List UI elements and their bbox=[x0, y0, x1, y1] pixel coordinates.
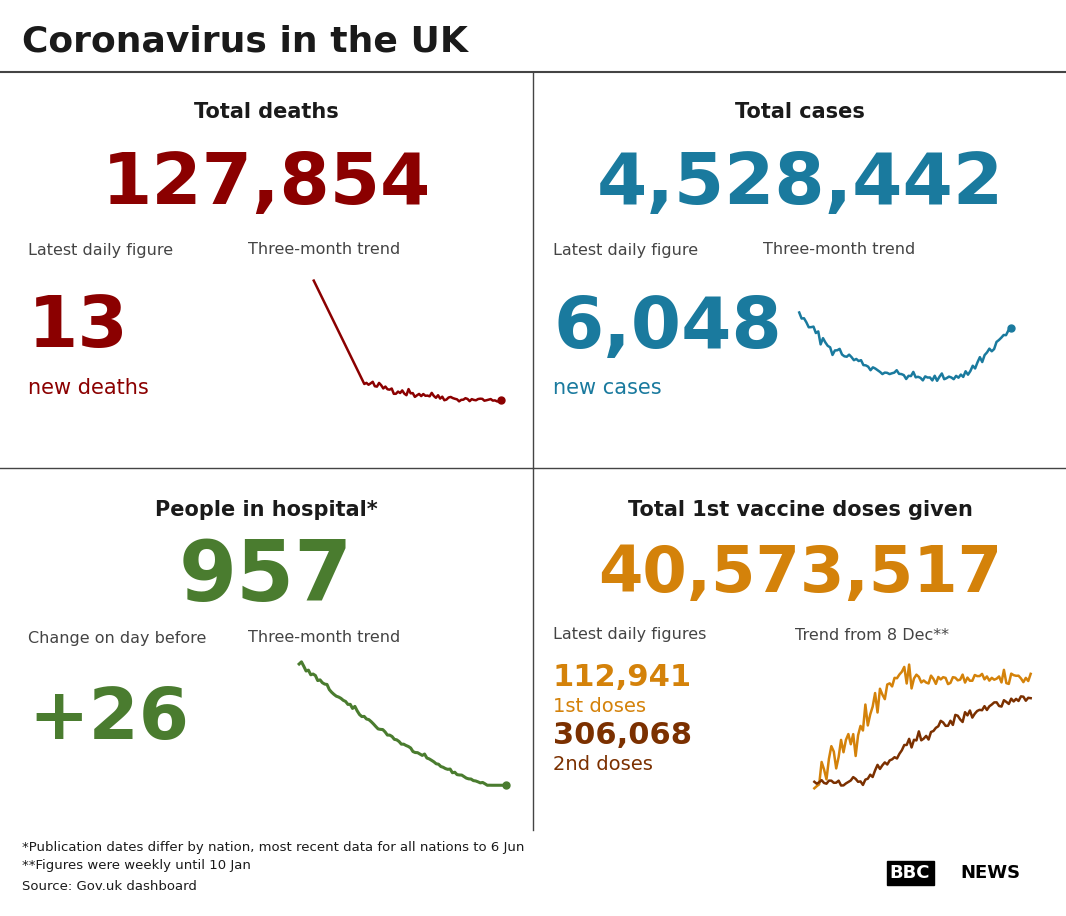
Text: Total cases: Total cases bbox=[736, 102, 865, 122]
Text: NEWS: NEWS bbox=[960, 864, 1020, 882]
Text: 6,048: 6,048 bbox=[553, 293, 781, 363]
Text: Source: Gov.uk dashboard: Source: Gov.uk dashboard bbox=[22, 879, 197, 892]
Text: 306,068: 306,068 bbox=[553, 722, 692, 750]
Text: 13: 13 bbox=[28, 293, 129, 363]
Text: BBC: BBC bbox=[890, 864, 931, 882]
Text: 40,573,517: 40,573,517 bbox=[598, 543, 1002, 605]
Text: Latest daily figure: Latest daily figure bbox=[28, 243, 173, 257]
Text: 4,528,442: 4,528,442 bbox=[597, 150, 1003, 220]
Text: People in hospital*: People in hospital* bbox=[155, 500, 377, 520]
Text: *Publication dates differ by nation, most recent data for all nations to 6 Jun: *Publication dates differ by nation, mos… bbox=[22, 841, 524, 854]
Text: Coronavirus in the UK: Coronavirus in the UK bbox=[22, 25, 468, 59]
Text: Latest daily figure: Latest daily figure bbox=[553, 243, 698, 257]
Text: Total 1st vaccine doses given: Total 1st vaccine doses given bbox=[628, 500, 972, 520]
Text: 1st doses: 1st doses bbox=[553, 696, 646, 715]
Text: Change on day before: Change on day before bbox=[28, 630, 207, 646]
Text: new cases: new cases bbox=[553, 378, 662, 398]
Text: Three-month trend: Three-month trend bbox=[248, 630, 400, 646]
Text: +26: +26 bbox=[28, 685, 189, 755]
Text: 2nd doses: 2nd doses bbox=[553, 755, 652, 773]
Text: new deaths: new deaths bbox=[28, 378, 149, 398]
Text: 127,854: 127,854 bbox=[101, 150, 431, 220]
Text: Trend from 8 Dec**: Trend from 8 Dec** bbox=[795, 627, 949, 642]
Text: Three-month trend: Three-month trend bbox=[248, 243, 400, 257]
Text: Latest daily figures: Latest daily figures bbox=[553, 627, 707, 642]
Text: 112,941: 112,941 bbox=[553, 663, 692, 692]
Text: Three-month trend: Three-month trend bbox=[763, 243, 916, 257]
Text: **Figures were weekly until 10 Jan: **Figures were weekly until 10 Jan bbox=[22, 859, 251, 873]
Text: Total deaths: Total deaths bbox=[194, 102, 338, 122]
Text: 957: 957 bbox=[179, 538, 353, 618]
